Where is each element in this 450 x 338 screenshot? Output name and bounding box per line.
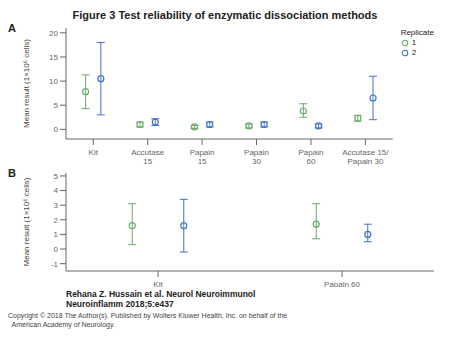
html-text:A: A	[8, 22, 16, 34]
html-text:B: B	[8, 167, 16, 179]
svg-text:2: 2	[54, 216, 59, 225]
html-text:Copyright © 2018 The Author(s): Copyright © 2018 The Author(s). Publishe…	[8, 312, 288, 328]
svg-text:4: 4	[54, 186, 59, 195]
svg-text:Papain60: Papain60	[299, 148, 324, 166]
svg-text:Papain30: Papain30	[244, 148, 269, 166]
svg-text:15: 15	[49, 53, 58, 62]
svg-text:1: 1	[54, 230, 59, 239]
html-text:1: 1	[411, 38, 417, 47]
svg-text:-1: -1	[51, 260, 59, 269]
svg-text:0: 0	[54, 245, 59, 254]
svg-text:3: 3	[54, 201, 59, 210]
svg-text:Mean result (1×10⁶ cells): Mean result (1×10⁶ cells)	[22, 177, 31, 266]
svg-text:0: 0	[54, 125, 59, 134]
html-text:Replicate: Replicate	[400, 28, 434, 37]
html-text:Rehana Z. Hussain et al. Neuro: Rehana Z. Hussain et al. Neurol Neuroimm…	[66, 289, 256, 309]
svg-text:Papain 60: Papain 60	[324, 280, 361, 287]
svg-text:20: 20	[49, 29, 58, 38]
svg-text:Papain15: Papain15	[190, 148, 215, 166]
svg-text:Mean result (1×10⁶ cells): Mean result (1×10⁶ cells)	[22, 39, 31, 128]
svg-text:Kit: Kit	[89, 148, 99, 157]
html-text:2: 2	[411, 48, 417, 57]
html-text:Figure 3 Test reliability of e: Figure 3 Test reliability of enzymatic d…	[72, 9, 378, 21]
svg-text:Kit: Kit	[153, 280, 163, 287]
svg-text:Accutase15: Accutase15	[131, 148, 164, 166]
svg-text:10: 10	[49, 77, 58, 86]
svg-text:5: 5	[54, 172, 59, 181]
svg-text:5: 5	[54, 101, 59, 110]
svg-text:Accutase 15/Papain 30: Accutase 15/Papain 30	[342, 148, 389, 166]
